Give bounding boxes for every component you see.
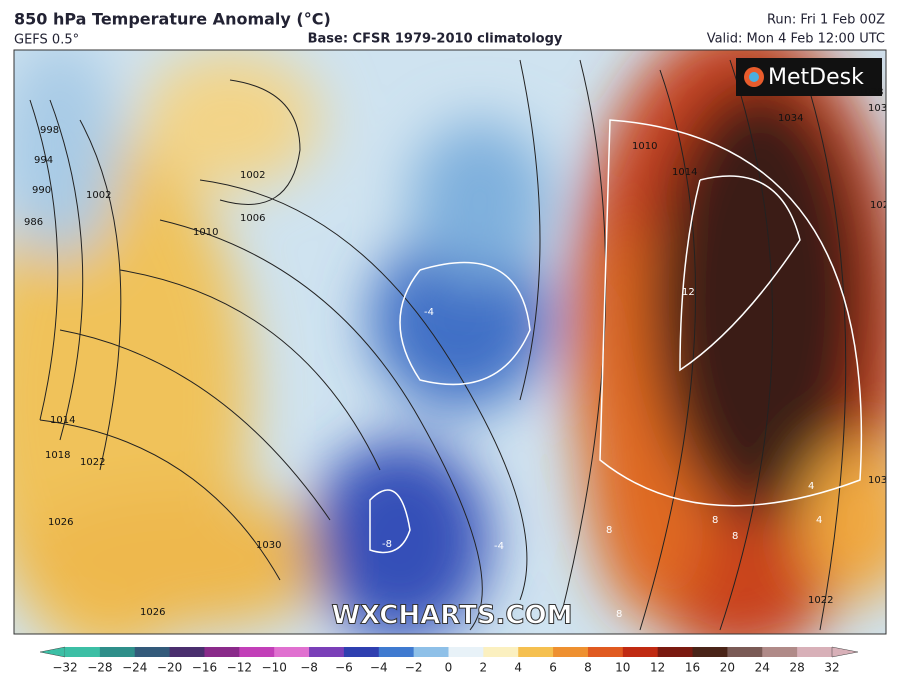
colorbar-label: −32 bbox=[52, 661, 77, 675]
isobar-label: 1018 bbox=[45, 450, 70, 461]
colorbar-label: −16 bbox=[192, 661, 217, 675]
model: GEFS 0.5° bbox=[14, 33, 79, 48]
isobar-label: 1002 bbox=[240, 170, 265, 181]
anomaly-label: -8 bbox=[382, 539, 392, 550]
colorbar-label: −4 bbox=[370, 661, 388, 675]
colorbar-segment bbox=[622, 647, 659, 657]
colorbar-segment bbox=[692, 647, 728, 657]
colorbar-segment bbox=[727, 647, 763, 657]
isobar-label: 1030 bbox=[256, 540, 281, 551]
colorbar-segment bbox=[169, 647, 205, 657]
isobar-label: 1014 bbox=[672, 167, 697, 178]
colorbar-segment bbox=[448, 647, 484, 657]
colorbar-label: 32 bbox=[824, 661, 839, 675]
isobar-label: 1038 bbox=[858, 87, 883, 98]
colorbar-segment bbox=[518, 647, 554, 657]
colorbar-segment bbox=[553, 647, 589, 657]
isobar-label: 986 bbox=[24, 217, 43, 228]
colorbar-segment bbox=[762, 647, 798, 657]
colorbar-label: 8 bbox=[584, 661, 592, 675]
isobar-label: 1014 bbox=[50, 415, 75, 426]
colorbar-segment bbox=[413, 647, 449, 657]
colorbar-label: −8 bbox=[300, 661, 318, 675]
colorbar-label: 6 bbox=[549, 661, 557, 675]
isobar-label: 998 bbox=[40, 125, 59, 136]
anomaly-label: 4 bbox=[816, 515, 822, 526]
isobar-label: 1010 bbox=[632, 141, 657, 152]
colorbar-label: 12 bbox=[650, 661, 665, 675]
title: 850 hPa Temperature Anomaly (°C) bbox=[14, 10, 331, 29]
anomaly-label: 8 bbox=[616, 609, 622, 620]
isobar-label: 1030 bbox=[868, 475, 893, 486]
colorbar-label: −20 bbox=[157, 661, 182, 675]
anomaly-label: 8 bbox=[606, 525, 612, 536]
anomaly-label: -4 bbox=[424, 307, 434, 318]
isobar-label: 1026 bbox=[48, 517, 73, 528]
anomaly-label: -4 bbox=[494, 541, 504, 552]
anomaly-label: 12 bbox=[682, 287, 695, 298]
logo: MetDesk bbox=[768, 65, 864, 90]
colorbar-end bbox=[831, 646, 859, 658]
colorbar-segment bbox=[483, 647, 519, 657]
colorbar-label: 4 bbox=[514, 661, 522, 675]
isobar-label: 994 bbox=[34, 155, 53, 166]
isobar-label: 1026 bbox=[140, 607, 165, 618]
colorbar-label: −10 bbox=[262, 661, 287, 675]
colorbar-label: 10 bbox=[615, 661, 630, 675]
anomaly-label: 8 bbox=[732, 531, 738, 542]
colorbar-label: −12 bbox=[227, 661, 252, 675]
valid: Valid: Mon 4 Feb 12:00 UTC bbox=[707, 32, 885, 47]
isobar-label: 1034 bbox=[778, 113, 803, 124]
run: Run: Fri 1 Feb 00Z bbox=[767, 13, 885, 28]
colorbar-segment bbox=[99, 647, 136, 657]
colorbar-label: −24 bbox=[122, 661, 147, 675]
colorbar-label: 16 bbox=[685, 661, 700, 675]
isobar-label: 1010 bbox=[193, 227, 218, 238]
watermark: WXCHARTS.COM bbox=[331, 601, 572, 631]
colorbar-label: −6 bbox=[335, 661, 353, 675]
anomaly-label: 8 bbox=[712, 515, 718, 526]
colorbar-end bbox=[39, 646, 66, 658]
colorbar-label: 28 bbox=[789, 661, 804, 675]
isobar-label: 1026 bbox=[870, 200, 895, 211]
isobar-label: 1030 bbox=[868, 103, 893, 114]
colorbar-label: 24 bbox=[755, 661, 770, 675]
colorbar-segment bbox=[797, 647, 833, 657]
colorbar-segment bbox=[378, 647, 415, 657]
isobar-label: 1006 bbox=[240, 213, 265, 224]
colorbar-segment bbox=[204, 647, 240, 657]
colorbar-segment bbox=[65, 647, 101, 657]
colorbar-label: 0 bbox=[445, 661, 453, 675]
isobar-label: 1022 bbox=[80, 457, 105, 468]
isobar-label: 990 bbox=[32, 185, 51, 196]
colorbar-label: 2 bbox=[480, 661, 488, 675]
colorbar-label: −2 bbox=[405, 661, 423, 675]
colorbar-segment bbox=[274, 647, 310, 657]
colorbar-segment bbox=[134, 647, 171, 657]
colorbar-label: 20 bbox=[720, 661, 735, 675]
isobar-label: 1002 bbox=[86, 190, 111, 201]
colorbar-segment bbox=[587, 647, 624, 657]
map: MetDesk WXCHARTS.COM 998 994 990 986 1002 100… bbox=[14, 50, 895, 634]
colorbar-segment bbox=[239, 647, 275, 657]
colorbar-label: −28 bbox=[87, 661, 112, 675]
colorbar-segment bbox=[309, 647, 345, 657]
colorbar-segment bbox=[657, 647, 694, 657]
base: Base: CFSR 1979-2010 climatology bbox=[308, 32, 563, 47]
anomaly-label: 4 bbox=[808, 481, 814, 492]
colorbar-segment bbox=[343, 647, 380, 657]
isobar-label: 1022 bbox=[808, 595, 833, 606]
